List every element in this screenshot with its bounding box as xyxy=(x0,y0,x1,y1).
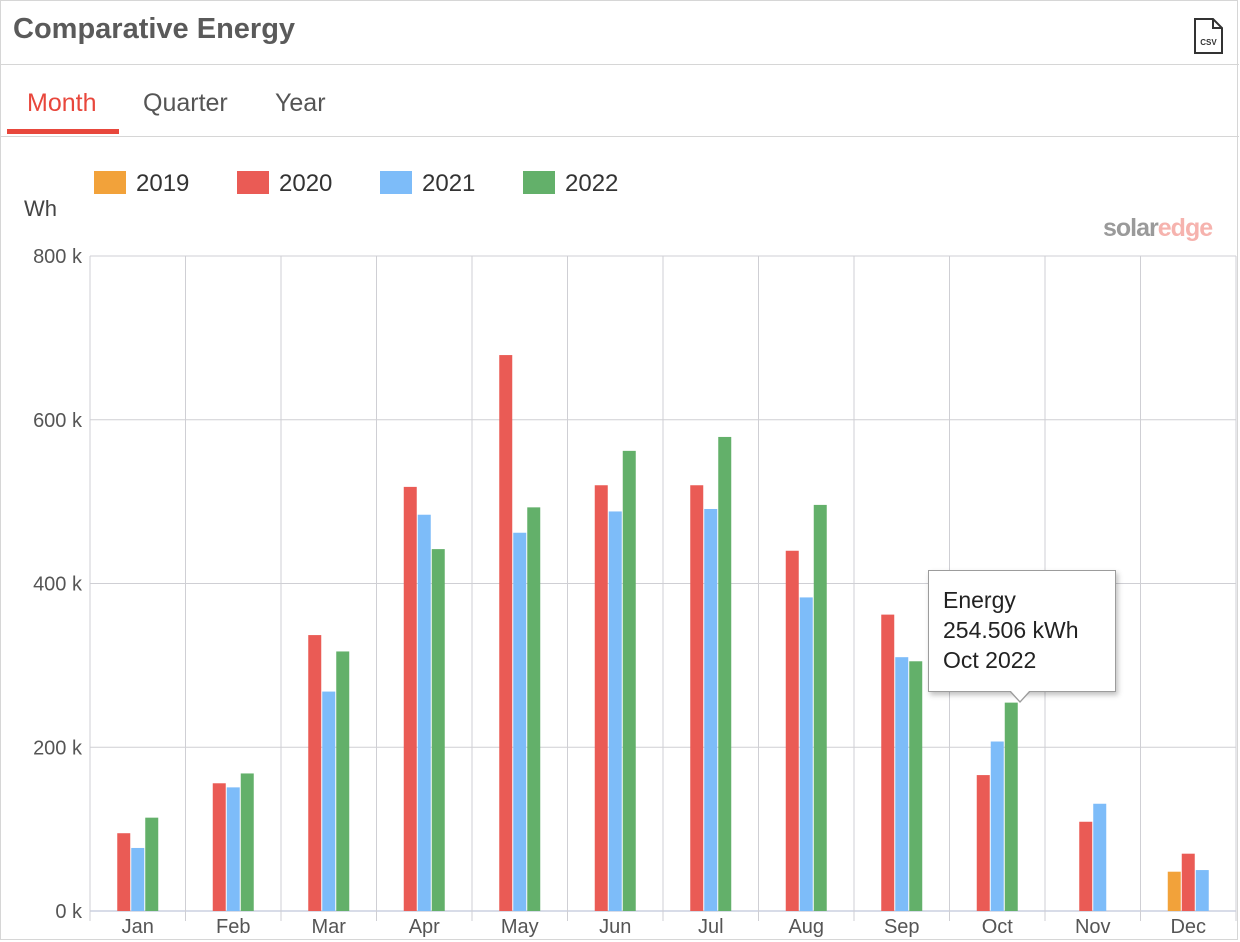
x-tick-label: May xyxy=(501,916,539,938)
x-tick-label: Mar xyxy=(312,916,347,938)
legend-swatch-2021 xyxy=(380,171,412,194)
bar-feb-2020 xyxy=(212,783,226,911)
bar-nov-2020 xyxy=(1079,821,1093,911)
x-tick-label: Jan xyxy=(122,916,154,938)
x-tick-label: Dec xyxy=(1170,916,1206,938)
bar-oct-2020 xyxy=(976,775,990,911)
bar-mar-2021 xyxy=(322,691,336,911)
x-tick-label: Sep xyxy=(884,916,920,938)
bar-feb-2022 xyxy=(240,773,254,911)
tab-month[interactable]: Month xyxy=(27,89,97,117)
period-tabs: Month Quarter Year xyxy=(1,65,1239,137)
y-tick-label: 400 k xyxy=(33,574,83,596)
x-tick-label: Jun xyxy=(599,916,631,938)
bar-jun-2021 xyxy=(608,511,622,911)
logo-solar-text: solar xyxy=(1103,214,1159,242)
csv-file-icon: CSV xyxy=(1194,18,1223,54)
bar-may-2020 xyxy=(499,355,513,912)
legend-label-2021: 2021 xyxy=(422,170,476,197)
bar-jul-2020 xyxy=(690,485,704,911)
bar-dec-2019 xyxy=(1167,871,1181,911)
legend-label-2022: 2022 xyxy=(565,170,619,197)
csv-icon-text: CSV xyxy=(1200,38,1217,47)
bar-jun-2022 xyxy=(622,450,636,911)
bar-sep-2022 xyxy=(909,661,923,911)
bar-aug-2021 xyxy=(799,597,813,911)
bar-dec-2020 xyxy=(1181,853,1195,911)
bar-jul-2021 xyxy=(704,508,718,911)
solaredge-logo: solaredge xyxy=(1103,214,1213,243)
tooltip-title: Energy xyxy=(943,587,1016,613)
bar-jan-2020 xyxy=(117,833,131,911)
legend-swatch-2020 xyxy=(237,171,269,194)
bar-dec-2021 xyxy=(1195,870,1209,911)
tab-year[interactable]: Year xyxy=(275,89,326,117)
energy-tooltip: Energy 254.506 kWh Oct 2022 xyxy=(928,570,1116,692)
legend-label-2019: 2019 xyxy=(136,170,190,197)
bar-sep-2021 xyxy=(895,657,909,911)
bar-may-2022 xyxy=(527,507,541,911)
tooltip-period: Oct 2022 xyxy=(943,647,1037,673)
x-tick-label: Nov xyxy=(1075,916,1111,938)
panel-title: Comparative Energy xyxy=(13,13,296,45)
bar-apr-2021 xyxy=(417,514,431,911)
x-tick-label: Oct xyxy=(982,916,1014,938)
bar-aug-2020 xyxy=(785,550,799,911)
y-tick-label: 600 k xyxy=(33,410,83,432)
x-tick-label: Apr xyxy=(409,916,440,938)
bar-mar-2020 xyxy=(308,635,322,911)
bar-mar-2022 xyxy=(336,651,350,911)
active-tab-indicator xyxy=(7,129,119,134)
x-tick-label: Aug xyxy=(788,916,824,938)
logo-edge-text: edge xyxy=(1157,214,1213,242)
tooltip-value: 254.506 kWh xyxy=(943,617,1079,643)
legend-swatch-2022 xyxy=(523,171,555,194)
y-axis-unit-label: Wh xyxy=(24,196,57,221)
bar-may-2021 xyxy=(513,532,527,911)
csv-export-button[interactable]: CSV xyxy=(1191,17,1225,55)
bar-jan-2021 xyxy=(131,847,145,911)
legend-swatch-2019 xyxy=(94,171,126,194)
y-tick-label: 0 k xyxy=(55,901,83,923)
x-tick-label: Jul xyxy=(698,916,724,938)
bar-jul-2022 xyxy=(718,436,732,911)
legend-label-2020: 2020 xyxy=(279,170,333,197)
bar-feb-2021 xyxy=(226,787,240,911)
bar-sep-2020 xyxy=(881,614,895,911)
bar-oct-2022 xyxy=(1004,702,1018,911)
tooltip-pointer-fill xyxy=(1010,690,1030,701)
y-tick-label: 800 k xyxy=(33,246,83,268)
bar-apr-2020 xyxy=(403,486,417,911)
bar-nov-2021 xyxy=(1093,803,1107,911)
bar-jun-2020 xyxy=(594,485,608,911)
panel-header: Comparative Energy CSV xyxy=(1,1,1239,65)
y-tick-label: 200 k xyxy=(33,737,83,759)
bar-aug-2022 xyxy=(813,504,827,911)
bar-jan-2022 xyxy=(145,817,159,911)
bar-apr-2022 xyxy=(431,549,445,911)
bar-oct-2021 xyxy=(990,741,1004,911)
tab-quarter[interactable]: Quarter xyxy=(143,89,228,117)
x-tick-label: Feb xyxy=(216,916,250,938)
